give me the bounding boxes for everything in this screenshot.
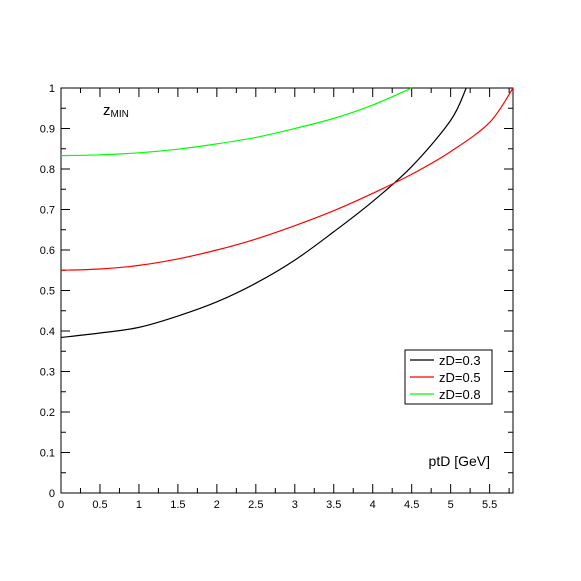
y-tick-label: 0.2: [40, 407, 55, 419]
y-tick-labels: 0 0.1 0.2 0.3 0.4 0.5 0.6 0.7 0.8 0.9 1: [40, 83, 55, 500]
y-axis-title-subscript: MIN: [111, 109, 129, 120]
y-tick-label: 0.1: [40, 448, 55, 460]
x-tick-label: 4: [370, 499, 376, 511]
y-tick-label: 0.7: [40, 205, 55, 217]
legend-label-1: zD=0.5: [439, 370, 481, 385]
y-tick-label: 0: [49, 488, 55, 500]
x-tick-label: 0.5: [92, 499, 107, 511]
series-line-0: [60, 87, 467, 339]
y-tick-label: 0.4: [40, 326, 55, 338]
y-axis-title: zMIN: [103, 102, 129, 120]
x-axis-title: ptD [GeV]: [429, 453, 490, 469]
y-tick-label: 0.6: [40, 245, 55, 257]
x-tick-label: 3: [292, 499, 298, 511]
x-tick-label: 2.5: [248, 499, 263, 511]
x-tick-label: 1: [136, 499, 142, 511]
y-tick-label: 0.9: [40, 124, 55, 136]
y-tick-label: 0.8: [40, 164, 55, 176]
plot-frame: [60, 87, 514, 494]
series-line-1: [60, 87, 514, 271]
x-tick-label: 1.5: [170, 499, 185, 511]
legend: zD=0.3 zD=0.5 zD=0.8: [404, 349, 493, 405]
legend-label-0: zD=0.3: [439, 353, 481, 368]
axis-ticks: [60, 87, 513, 494]
y-axis-title-main: z: [103, 102, 111, 119]
x-tick-label: 5: [448, 499, 454, 511]
y-tick-label: 0.3: [40, 367, 55, 379]
x-tick-label: 5.5: [482, 499, 497, 511]
legend-label-2: zD=0.8: [439, 387, 481, 402]
x-tick-label: 2: [214, 499, 220, 511]
x-tick-label: 3.5: [326, 499, 341, 511]
x-tick-labels: 0 0.5 1 1.5 2 2.5 3 3.5 4 4.5 5 5.5: [58, 499, 497, 511]
y-tick-label: 0.5: [40, 286, 55, 298]
x-tick-label: 0: [58, 499, 64, 511]
x-tick-label: 4.5: [404, 499, 419, 511]
series-lines: [60, 87, 514, 339]
series-line-2: [60, 87, 412, 157]
y-tick-label: 1: [49, 83, 55, 95]
